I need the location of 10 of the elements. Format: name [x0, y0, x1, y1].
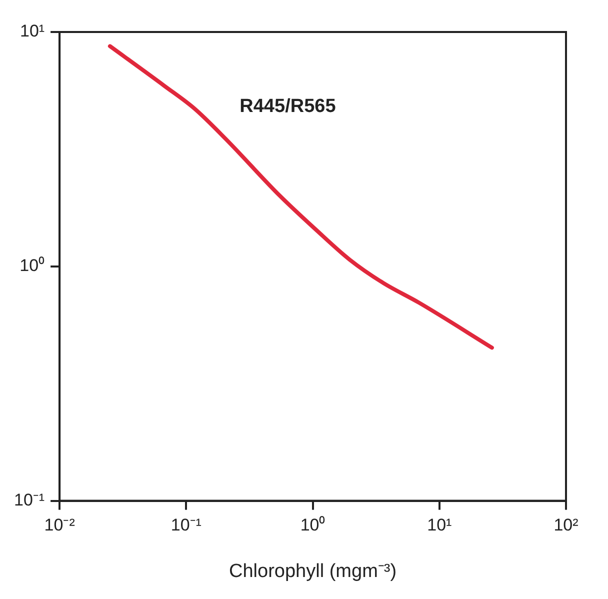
x-tick-label: 10⁻² — [44, 516, 76, 535]
y-tick-label: 10¹ — [20, 22, 45, 41]
x-tick-label: 10⁰ — [300, 516, 326, 535]
x-tick-label: 10² — [554, 516, 579, 535]
series-label: R445/R565 — [240, 96, 336, 118]
x-axis-title: Chlorophyll (mgm⁻³) — [229, 560, 397, 582]
x-tick-label: 10¹ — [427, 516, 452, 535]
y-tick-label: 10⁻¹ — [14, 490, 45, 510]
y-tick-label: 10⁰ — [20, 256, 45, 276]
x-tick-label: 10⁻¹ — [170, 516, 202, 535]
